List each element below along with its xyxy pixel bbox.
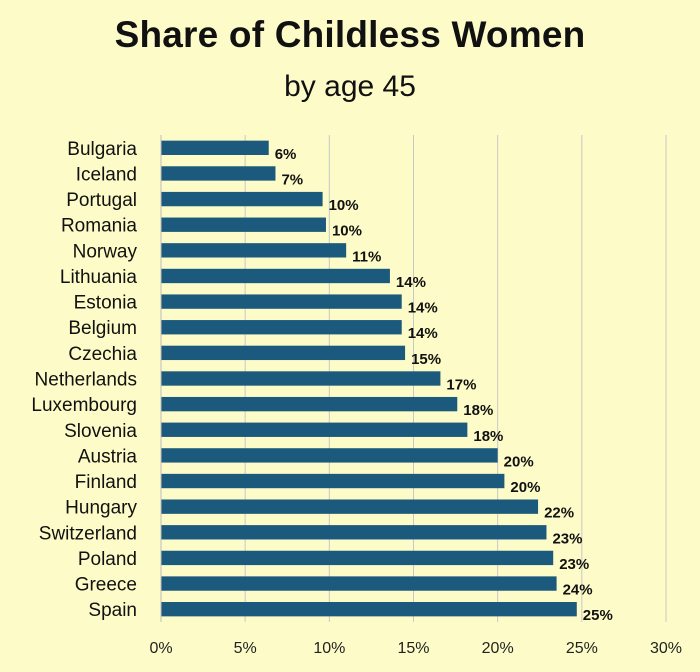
category-label: Switzerland <box>39 523 137 544</box>
category-label: Spain <box>88 600 137 621</box>
x-tick-label: 20% <box>482 640 514 657</box>
x-tick-label: 30% <box>650 640 682 657</box>
bar <box>161 371 441 386</box>
category-label: Belgium <box>68 318 137 339</box>
category-label: Greece <box>75 575 137 596</box>
bar <box>161 217 326 232</box>
data-label: 14% <box>408 325 438 342</box>
data-label: 15% <box>411 351 441 368</box>
bar <box>161 576 557 591</box>
bar <box>161 550 554 566</box>
category-label: Portugal <box>66 190 137 211</box>
x-tick-label: 0% <box>149 640 172 657</box>
category-label: Czechia <box>68 344 137 365</box>
bar <box>161 294 402 309</box>
category-label: Bulgaria <box>67 139 137 160</box>
data-label: 22% <box>544 505 574 522</box>
category-label: Romania <box>61 216 137 237</box>
category-label: Iceland <box>76 164 137 185</box>
category-label: Luxembourg <box>31 395 137 416</box>
category-label: Lithuania <box>60 267 138 288</box>
data-label: 23% <box>559 556 589 573</box>
bar <box>161 525 547 540</box>
category-label: Finland <box>75 472 137 493</box>
x-tick-label: 15% <box>397 640 429 657</box>
bar <box>161 396 458 412</box>
category-label: Hungary <box>65 498 137 519</box>
data-label: 17% <box>446 377 476 394</box>
data-label: 11% <box>352 248 381 265</box>
bar <box>161 345 406 361</box>
bar <box>161 140 269 155</box>
bar <box>161 268 390 284</box>
data-label: 6% <box>275 146 297 163</box>
bar <box>161 448 498 463</box>
data-label: 7% <box>281 171 303 188</box>
data-label: 20% <box>510 479 540 496</box>
bar <box>161 499 539 514</box>
category-label: Austria <box>78 446 138 467</box>
data-label: 24% <box>563 582 593 599</box>
category-label: Estonia <box>74 293 138 314</box>
chart-title: Share of Childless Women <box>114 14 586 55</box>
category-label: Poland <box>78 549 137 570</box>
bar <box>161 602 577 617</box>
bar <box>161 320 402 335</box>
data-label: 23% <box>552 530 582 547</box>
bar <box>161 422 468 437</box>
bar <box>161 166 276 181</box>
data-label: 25% <box>583 607 613 624</box>
x-tick-label: 5% <box>234 640 257 657</box>
category-label: Netherlands <box>35 370 137 391</box>
data-label: 18% <box>463 402 493 419</box>
category-label: Slovenia <box>64 421 137 442</box>
x-tick-label: 10% <box>313 640 345 657</box>
data-label: 14% <box>396 274 426 291</box>
bar <box>161 243 347 258</box>
chart-subtitle: by age 45 <box>284 70 416 103</box>
data-label: 10% <box>329 197 359 214</box>
x-tick-label: 25% <box>566 640 598 657</box>
data-label: 18% <box>473 428 503 445</box>
data-label: 14% <box>408 300 438 317</box>
bar <box>161 191 323 207</box>
data-label: 10% <box>332 223 362 240</box>
bar <box>161 473 505 489</box>
category-label: Norway <box>73 241 138 262</box>
data-label: 20% <box>504 453 534 470</box>
